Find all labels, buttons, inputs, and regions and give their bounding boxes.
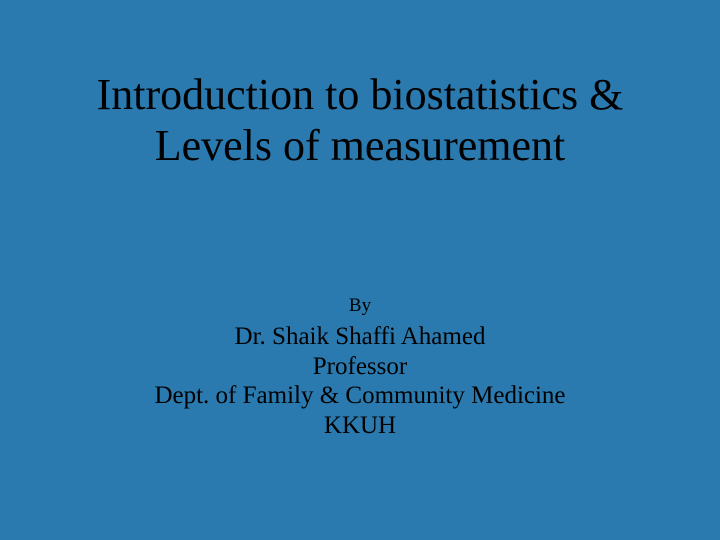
author-dept: Dept. of Family & Community Medicine xyxy=(0,381,720,411)
author-role: Professor xyxy=(0,352,720,382)
author-org: KKUH xyxy=(0,411,720,441)
author-block: Dr. Shaik Shaffi Ahamed Professor Dept. … xyxy=(0,322,720,440)
slide-title: Introduction to biostatistics & Levels o… xyxy=(0,70,720,171)
slide: Introduction to biostatistics & Levels o… xyxy=(0,0,720,540)
title-line-1: Introduction to biostatistics & xyxy=(0,70,720,121)
author-name: Dr. Shaik Shaffi Ahamed xyxy=(0,322,720,352)
title-line-2: Levels of measurement xyxy=(0,121,720,172)
byline: By xyxy=(0,295,720,317)
